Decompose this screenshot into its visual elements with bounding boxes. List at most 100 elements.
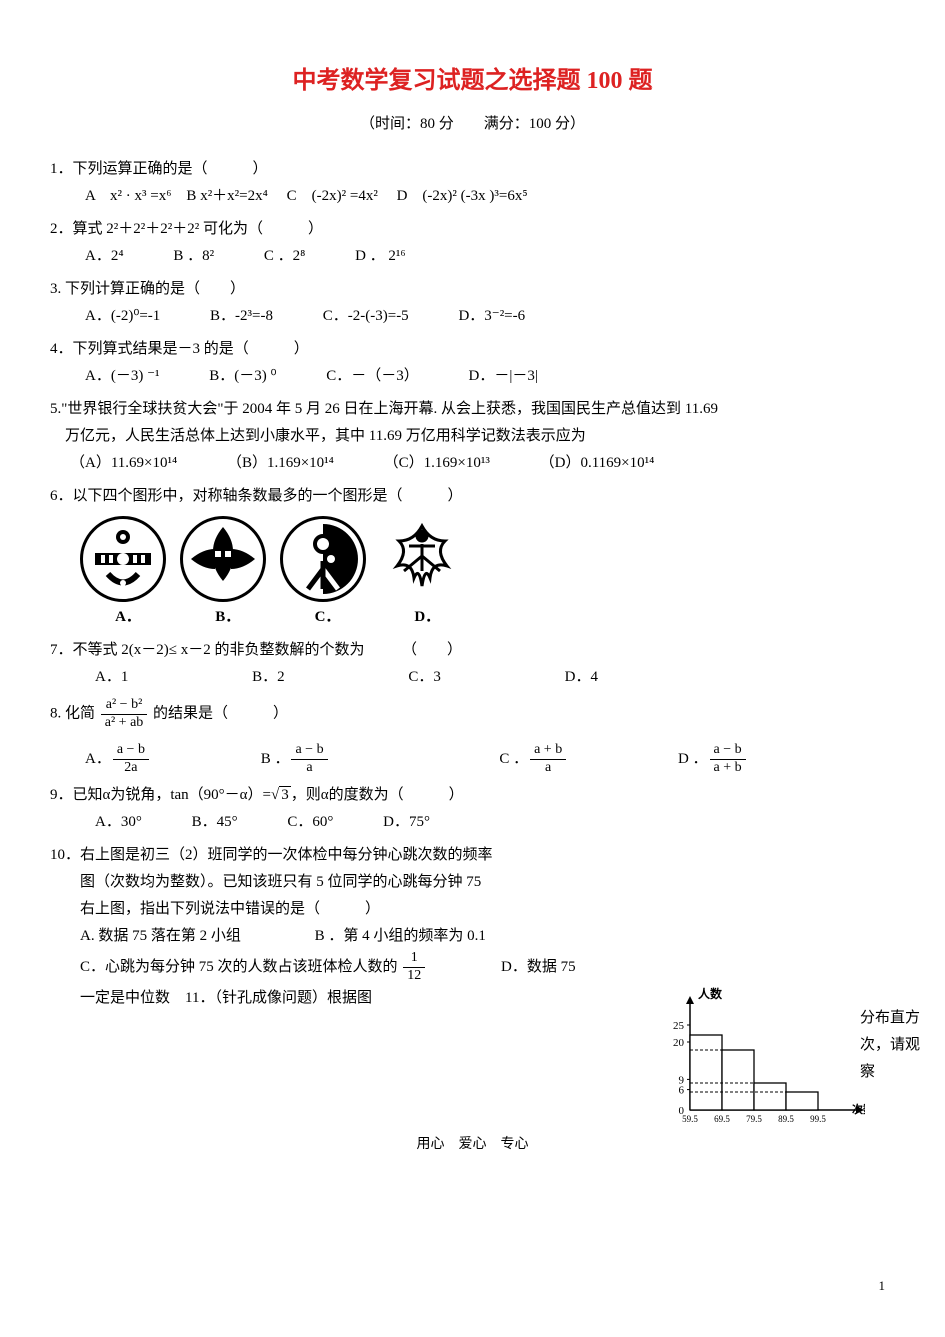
q10-line3: 右上图，指出下列说法中错误的是（ ） <box>50 896 590 923</box>
q8-stem: 8. 化简 a² − b² a² + ab 的结果是（ ） <box>50 697 895 732</box>
q7-opt-a: A．1 <box>95 669 128 685</box>
q4-opt-d: D．－|－3| <box>469 368 538 384</box>
q9-opt-a: A．30° <box>95 814 142 830</box>
q6-stem: 6．以下四个图形中，对称轴条数最多的一个图形是（ ） <box>50 483 895 510</box>
q5-opt-d: （D）0.1169×10¹⁴ <box>540 455 655 471</box>
q9-stem-suffix: ，则α的度数为（ ） <box>291 787 464 803</box>
q6-label-b: B． <box>180 604 276 631</box>
svg-text:89.5: 89.5 <box>778 1114 794 1124</box>
q4-opt-c: C．－（－3） <box>326 368 419 384</box>
q5-options: （A）11.69×10¹⁴ （B）1.169×10¹⁴ （C）1.169×10¹… <box>50 450 895 477</box>
q10-opt-b: B ．第 4 小组的频率为 0.1 <box>315 928 486 944</box>
q10-line1: 10．右上图是初三（2）班同学的一次体检中每分钟心跳次数的频率 <box>50 842 590 869</box>
q4-options: A．(－3) ⁻¹ B．(－3) ⁰ C．－（－3） D．－|－3| <box>50 363 895 390</box>
q10-options: A. 数据 75 落在第 2 小组 B ．第 4 小组的频率为 0.1 <box>50 923 590 950</box>
q7-opt-b: B．2 <box>252 669 285 685</box>
frac-num: a − b <box>710 742 746 760</box>
frac-den: a + b <box>710 760 746 777</box>
q9-opt-d: D．75° <box>383 814 430 830</box>
q3-stem: 3. 下列计算正确的是（ ） <box>50 276 895 303</box>
q5-opt-c: （C）1.169×10¹³ <box>384 455 490 471</box>
svg-text:6: 6 <box>679 1085 685 1097</box>
symbol-a-icon <box>80 516 166 602</box>
frac-num: a² − b² <box>101 697 148 715</box>
symbol-d-icon <box>379 516 465 602</box>
frac-den: a² + ab <box>101 715 148 732</box>
histogram-chart: 人数次数25209659.569.579.589.599.50 <box>655 985 905 1143</box>
q10-opt-c: C．心跳为每分钟 75 次的人数占该班体检人数的 112 <box>80 959 431 975</box>
q2-stem: 2．算式 2²＋2²＋2²＋2² 可化为（ ） <box>50 216 895 243</box>
frac-den: a <box>530 760 566 777</box>
svg-text:99.5: 99.5 <box>810 1114 826 1124</box>
q3-opt-c: C．-2-(-3)=-5 <box>323 308 409 324</box>
frac-den: 12 <box>403 968 425 985</box>
frac-num: a + b <box>530 742 566 760</box>
question-1: 1．下列运算正确的是（ ） A x² · x³ =x⁶ B x²＋x²=2x⁴ … <box>50 156 895 210</box>
question-5: 5."世界银行全球扶贫大会"于 2004 年 5 月 26 日在上海开幕. 从会… <box>50 396 895 477</box>
question-3: 3. 下列计算正确的是（ ） A．(-2)⁰=-1 B．-2³=-8 C．-2-… <box>50 276 895 330</box>
q4-opt-a: A．(－3) ⁻¹ <box>85 368 160 384</box>
svg-text:59.5: 59.5 <box>682 1114 698 1124</box>
q7-stem: 7．不等式 2(x－2)≤ x－2 的非负整数解的个数为 （ ） <box>50 637 895 664</box>
question-2: 2．算式 2²＋2²＋2²＋2² 可化为（ ） A．2⁴ B ．8² C ．2⁸… <box>50 216 895 270</box>
q3-opt-b: B．-2³=-8 <box>210 308 273 324</box>
page-title: 中考数学复习试题之选择题 100 题 <box>50 60 895 103</box>
frac-den: 2a <box>113 760 149 777</box>
q3-options: A．(-2)⁰=-1 B．-2³=-8 C．-2-(-3)=-5 D．3⁻²=-… <box>50 303 895 330</box>
q2-opt-c: C ．2⁸ <box>264 248 306 264</box>
q2-opt-a: A．2⁴ <box>85 248 124 264</box>
q5-opt-b: （B）1.169×10¹⁴ <box>227 455 334 471</box>
q2-options: A．2⁴ B ．8² C ．2⁸ D ． 2¹⁶ <box>50 243 895 270</box>
q2-opt-b: B ．8² <box>173 248 214 264</box>
q7-options: A．1 B．2 C．3 D．4 <box>50 664 895 691</box>
q10-c-prefix: C．心跳为每分钟 75 次的人数占该班体检人数的 <box>80 959 398 975</box>
q8-opt-c: C ．a + ba <box>499 751 638 767</box>
q8-main-frac: a² − b² a² + ab <box>101 697 148 732</box>
q5-opt-a: （A）11.69×10¹⁴ <box>70 455 177 471</box>
q10-opt-c-row: C．心跳为每分钟 75 次的人数占该班体检人数的 112 D．数据 75 一定是… <box>50 950 590 1012</box>
svg-text:20: 20 <box>673 1037 685 1049</box>
q10-opt-a: A. 数据 75 落在第 2 小组 <box>80 928 241 944</box>
q3-opt-a: A．(-2)⁰=-1 <box>85 308 160 324</box>
symbol-c-icon <box>280 516 366 602</box>
svg-text:25: 25 <box>673 1020 685 1032</box>
q9-stem-prefix: 9．已知α为锐角，tan（90°－α）= <box>50 787 271 803</box>
q8-stem-suffix: 的结果是（ ） <box>153 706 288 722</box>
q9-opt-b: B．45° <box>192 814 238 830</box>
q6-labels: A． B． C． D． <box>50 604 895 631</box>
q9-opt-c: C．60° <box>287 814 333 830</box>
svg-text:人数: 人数 <box>698 986 723 1001</box>
question-6: 6．以下四个图形中，对称轴条数最多的一个图形是（ ） <box>50 483 895 631</box>
q2-opt-d: D ． 2¹⁶ <box>355 248 406 264</box>
svg-text:0: 0 <box>679 1105 685 1117</box>
q9-stem: 9．已知α为锐角，tan（90°－α）=√3，则α的度数为（ ） <box>50 782 895 809</box>
q8-opt-d: D ．a − ba + b <box>678 751 818 767</box>
q5-line2: 万亿元，人民生活总体上达到小康水平，其中 11.69 万亿用科学记数法表示应为 <box>50 423 895 450</box>
histogram-svg: 人数次数25209659.569.579.589.599.50 <box>655 985 865 1135</box>
q1-options: A x² · x³ =x⁶ B x²＋x²=2x⁴ C (-2x)² =4x² … <box>50 183 895 210</box>
question-8: 8. 化简 a² − b² a² + ab 的结果是（ ） A．a − b2a … <box>50 697 895 776</box>
question-10: 10．右上图是初三（2）班同学的一次体检中每分钟心跳次数的频率 图（次数均为整数… <box>50 842 590 1012</box>
question-4: 4．下列算式结果是－3 的是（ ） A．(－3) ⁻¹ B．(－3) ⁰ C．－… <box>50 336 895 390</box>
q10-line2: 图（次数均为整数）。已知该班只有 5 位同学的心跳每分钟 75 <box>50 869 590 896</box>
sqrt-value: 3 <box>279 786 291 803</box>
q3-opt-d: D．3⁻²=-6 <box>458 308 525 324</box>
subtitle: （时间：80 分 满分：100 分） <box>50 111 895 138</box>
q8-opt-b: B ．a − ba <box>261 751 400 767</box>
q4-stem: 4．下列算式结果是－3 的是（ ） <box>50 336 895 363</box>
question-9: 9．已知α为锐角，tan（90°－α）=√3，则α的度数为（ ） A．30° B… <box>50 782 895 836</box>
q6-symbols <box>50 516 895 602</box>
question-7: 7．不等式 2(x－2)≤ x－2 的非负整数解的个数为 （ ） A．1 B．2… <box>50 637 895 691</box>
frac-num: 1 <box>403 950 425 968</box>
q8-stem-prefix: 8. 化简 <box>50 706 95 722</box>
svg-text:79.5: 79.5 <box>746 1114 762 1124</box>
q7-opt-c: C．3 <box>408 669 441 685</box>
svg-text:次数: 次数 <box>852 1102 865 1116</box>
frac-num: a − b <box>113 742 149 760</box>
q1-stem: 1．下列运算正确的是（ ） <box>50 156 895 183</box>
q6-label-a: A． <box>80 604 176 631</box>
page-number: 1 <box>879 1274 886 1297</box>
frac-den: a <box>291 760 327 777</box>
svg-text:69.5: 69.5 <box>714 1114 730 1124</box>
q4-opt-b: B．(－3) ⁰ <box>209 368 276 384</box>
